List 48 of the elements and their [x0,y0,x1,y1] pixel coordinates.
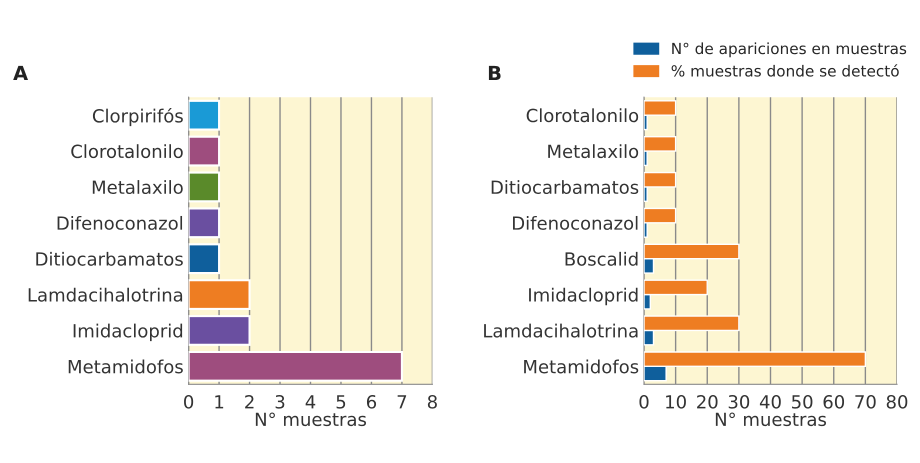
y-tick-label: Metamidofos [68,359,183,374]
x-axis-title: N° muestras [256,412,366,426]
text: A [13,66,28,80]
y-tick-label: Metamidofos [524,359,638,374]
y-tick-label: Clorotalonilo [526,108,638,122]
y-tick-label: Boscalid [566,252,638,266]
bar [188,350,403,382]
bar [188,172,220,202]
x-tick-label: 5 [336,395,346,409]
x-tick-label: 20 [697,395,718,409]
x-tick-label: 50 [792,395,812,409]
y-tick-label: Ditiocarbamatos [492,180,638,194]
bar [188,315,251,346]
legend-label: N° de apariciones en muestras [672,42,906,58]
bar [188,207,220,238]
y-tick-label: Lamdacihalotrina [28,288,182,302]
x-tick-label: 7 [398,395,406,408]
legend-label: % muestras donde se detectó [672,64,899,77]
x-tick-label: 0 [184,395,194,409]
x-tick-label: 1 [215,395,224,408]
y-tick-label: Metalaxilo [548,144,638,158]
bar [188,243,220,274]
bar [188,279,251,310]
x-tick-label: 30 [728,395,750,409]
x-tick-label: 40 [760,395,781,409]
y-tick-label: Metalaxilo [92,180,183,194]
y-tick-label: Clorpirifós [92,108,183,126]
y-tick-label: Difenoconazol [513,216,638,230]
x-tick-label: 3 [276,395,284,409]
y-tick-label: Lamdacihalotrina [484,324,638,338]
chart-title: B [488,66,501,80]
x-tick-label: 10 [666,395,686,409]
y-tick-label: Imidacloprid [74,324,182,342]
x-tick-label: 8 [428,395,437,409]
x-tick-label: 0 [639,395,649,409]
x-tick-label: 4 [306,395,316,408]
x-tick-label: 70 [855,395,876,409]
bar [188,136,220,166]
x-tick-label: 6 [366,395,376,409]
x-tick-label: 80 [886,395,908,409]
x-tick-label: 60 [824,395,844,409]
bar [188,100,220,131]
y-tick-label: Imidacloprid [529,288,638,306]
x-tick-label: 2 [245,395,254,408]
y-tick-label: Clorotalonilo [71,144,183,158]
y-tick-label: Ditiocarbamatos [36,252,183,266]
x-axis-title: N° muestras [716,412,826,426]
y-tick-label: Difenoconazol [58,216,182,230]
